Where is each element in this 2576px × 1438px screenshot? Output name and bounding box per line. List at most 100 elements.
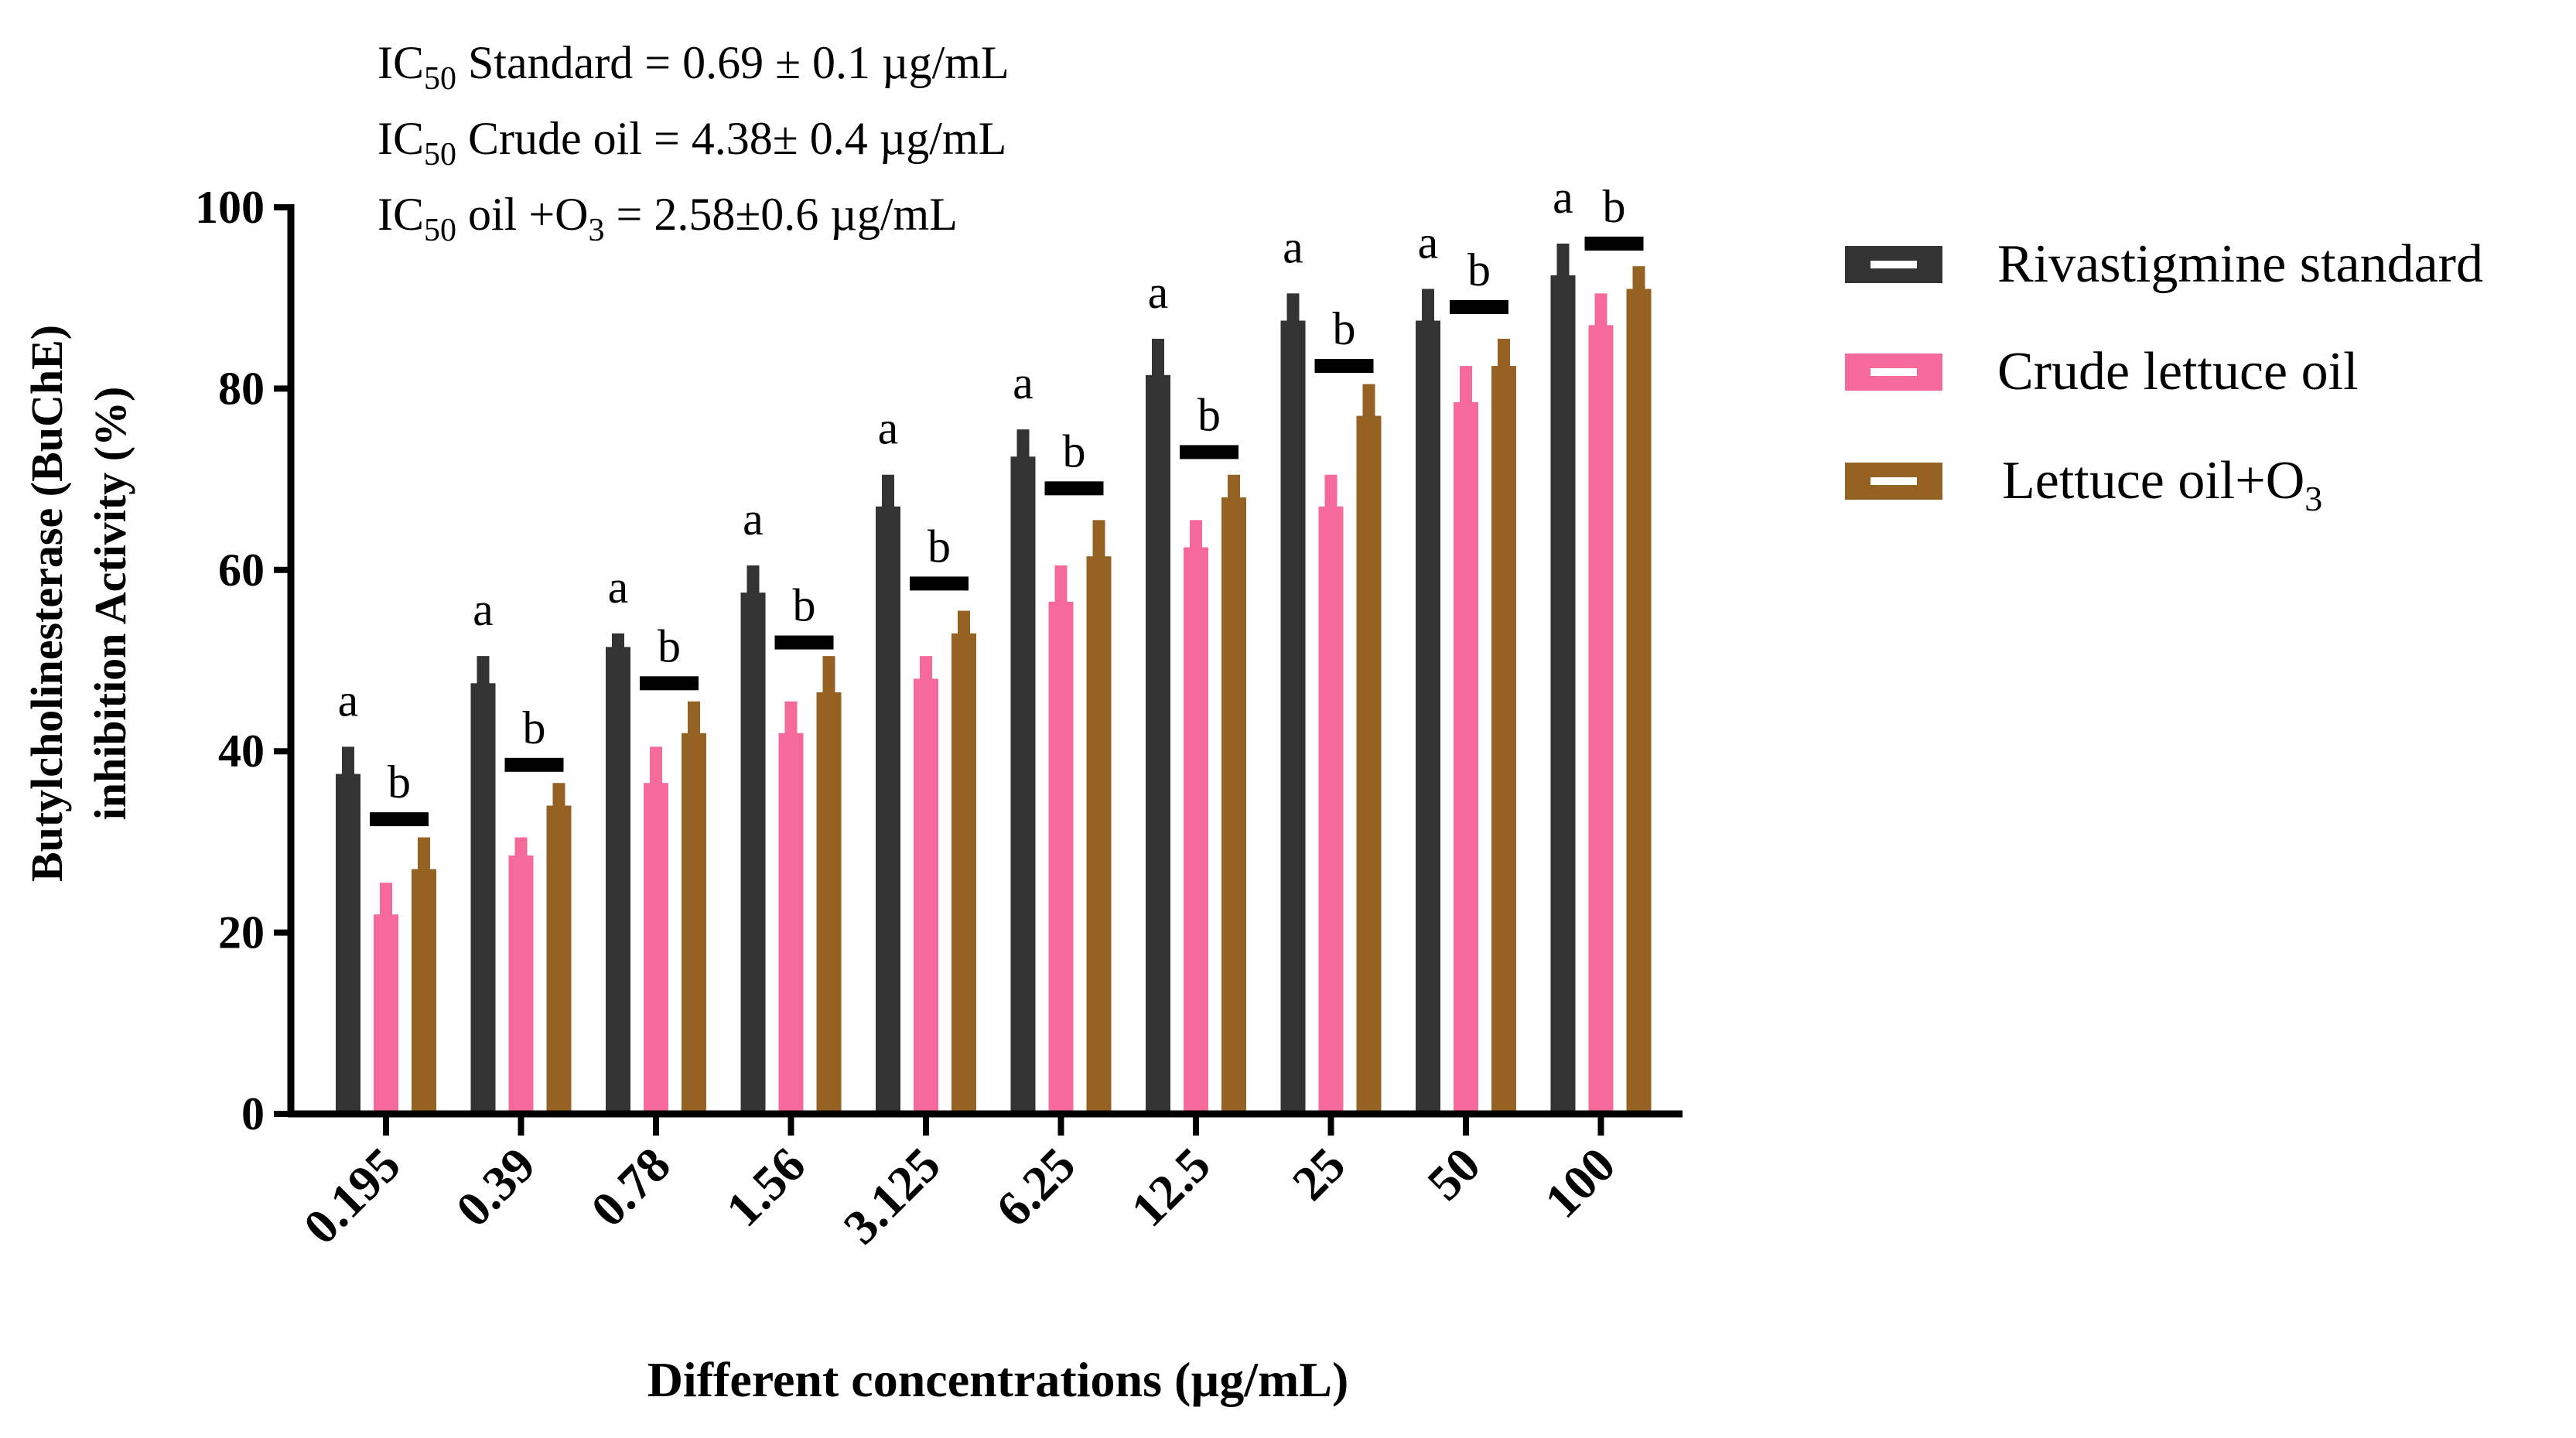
significance-bar [504,757,564,772]
error-bar [1286,293,1300,322]
bar [336,774,360,1114]
error-bar [1594,293,1607,326]
significance-letter-b: b [658,620,681,671]
error-bar [418,837,430,870]
error-bar [380,883,392,916]
x-tick-label: 50 [1416,1137,1490,1211]
y-axis-title-line2: inhibition Activity (%) [85,387,135,821]
error-bar [688,701,700,734]
bar [644,783,668,1114]
x-tick-label: 100 [1534,1137,1625,1228]
error-bar [1498,338,1510,367]
bars [336,243,1652,1115]
error-bar [342,746,354,775]
bar [1626,289,1652,1115]
error-bar [1362,384,1375,417]
error-bar [477,656,490,685]
y-axis: 0 20 40 60 80 100 [195,182,295,1139]
error-bar [920,656,932,680]
significance-bar [640,676,699,691]
significance-letter-a: a [878,403,899,454]
bar [1010,456,1036,1114]
bar [740,593,766,1114]
error-bar [1632,266,1645,290]
error-bar [1092,520,1105,558]
ic50-ozonated-oil-annotation: IC50 oil +O3 = 2.58±0.6 µg/mL [378,189,958,248]
significance-letter-a: a [473,584,494,635]
error-bar [1152,338,1164,376]
significance-letter-b: b [1063,425,1086,476]
error-bar [1460,366,1472,403]
bar [374,914,398,1114]
error-bar [1228,474,1240,499]
bar [1416,320,1440,1114]
bar [1318,506,1344,1114]
bar [508,855,534,1114]
bar [1454,401,1478,1114]
bar [682,733,706,1114]
x-tick-label: 0.78 [580,1137,680,1237]
legend-swatch-mark [1871,368,1917,376]
ic50-crude-oil-annotation: IC50 Crude oil = 4.38± 0.4 µg/mL [378,113,1006,172]
significance-bar [1450,299,1508,314]
bar [470,683,496,1114]
x-tick-label: 1.56 [716,1137,815,1237]
y-axis-title: Butylcholinesterase (BuChE) inhibition A… [22,325,135,882]
significance-letter-b: b [523,702,546,753]
significance-letter-b: b [1197,389,1221,440]
significance-letter-a: a [1283,221,1303,272]
bar [778,733,804,1114]
x-axis-title: Different concentrations (µg/mL) [647,1352,1349,1407]
bar [1048,601,1074,1114]
ic50-standard-annotation: IC50 Standard = 0.69 ± 0.1 µg/mL [378,37,1010,97]
error-bar [1422,289,1434,322]
bar [816,692,842,1114]
error-bar [746,565,760,594]
significance-bar [370,812,429,827]
error-bar [1190,520,1202,548]
significance-bar [1584,236,1644,251]
significance-bar [1314,359,1374,374]
bar [951,633,976,1114]
significance-letter-a: a [1013,357,1033,408]
significance-letter-b: b [793,580,816,631]
bar [606,647,630,1114]
error-bar [1016,429,1030,458]
y-tick-label: 0 [241,1088,265,1139]
error-bar [822,656,835,694]
legend-label: Crude lettuce oil [1997,342,2359,401]
x-tick-label: 12.5 [1120,1137,1220,1237]
y-tick-label: 100 [195,182,265,233]
legend-label: Lettuce oil+O3 [2002,451,2322,518]
legend-swatch-mark [1871,261,1917,268]
bar [1491,366,1516,1115]
significance-letter-b: b [928,521,951,572]
bar [1280,320,1306,1114]
bar [1184,547,1208,1114]
significance-letter-a: a [1418,217,1439,268]
significance-bar [1180,445,1238,459]
bar [1588,325,1614,1114]
bar [1086,556,1112,1114]
error-bar [612,633,624,648]
y-tick-label: 60 [218,545,265,596]
bar [1146,374,1170,1114]
significance-letter-a: a [1553,172,1573,223]
error-bar [514,837,528,856]
legend: Rivastigmine standard Crude lettuce oil Le… [1845,234,2483,518]
error-bar [1054,565,1068,603]
bar [546,805,572,1114]
significance-letter-b: b [1603,181,1626,232]
x-tick-label: 3.125 [833,1137,951,1255]
x-axis: 0.195 0.39 0.78 1.56 3.125 6.25 12.5 25 50 100 [288,1110,1683,1255]
bar [914,678,938,1114]
y-tick-label: 40 [218,726,265,777]
significance-bar [1044,481,1104,496]
bar [1550,275,1576,1114]
significance-letter-a: a [743,494,764,545]
ic50-annotations: IC50 Standard = 0.69 ± 0.1 µg/mL IC50 Cr… [378,37,1010,248]
error-bar [650,746,662,784]
significance-letter-b: b [1333,303,1356,354]
